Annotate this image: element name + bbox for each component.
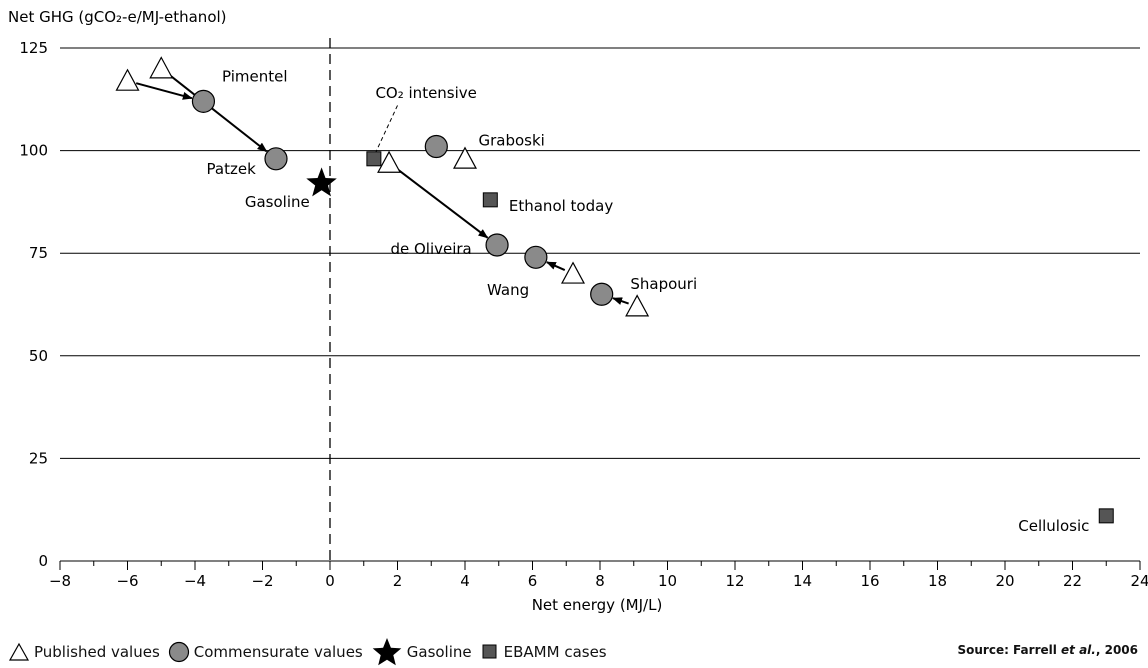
- x-tick-label: 22: [1063, 572, 1082, 590]
- point-annotation: Ethanol today: [509, 197, 613, 215]
- ebamm-case-point: [482, 192, 498, 208]
- commensurate-value-point: [590, 282, 614, 306]
- y-tick-label: 125: [19, 39, 48, 57]
- triangle-icon: [8, 642, 30, 661]
- legend-label: Published values: [34, 643, 160, 661]
- point-annotation: Shapouri: [630, 275, 697, 293]
- x-axis-label: Net energy (MJ/L): [532, 596, 663, 614]
- x-tick-label: 10: [658, 572, 677, 590]
- x-tick-label: 4: [460, 572, 470, 590]
- y-tick-label: 50: [29, 347, 48, 365]
- trend-arrow: [545, 261, 566, 271]
- source-prefix: Source: Farrell: [957, 643, 1062, 657]
- legend-item-published: Published values: [8, 642, 160, 662]
- point-annotation: Gasoline: [245, 193, 310, 211]
- commensurate-value-point: [524, 245, 548, 269]
- x-tick-label: 14: [793, 572, 812, 590]
- point-annotation: Pimentel: [222, 68, 288, 86]
- x-tick-label: 0: [325, 572, 335, 590]
- commensurate-value-point: [264, 147, 288, 171]
- published-value-point: [452, 146, 478, 169]
- x-tick-label: −2: [251, 572, 273, 590]
- gridlines: [60, 38, 1140, 562]
- chart: Net GHG (gCO₂-e/MJ-ethanol) Net energy (…: [8, 8, 1148, 614]
- legend-label: Commensurate values: [193, 643, 363, 661]
- legend-label: EBAMM cases: [503, 643, 607, 661]
- published-value-point: [377, 150, 402, 173]
- star-icon: [372, 638, 402, 666]
- y-axis-label: Net GHG (gCO₂-e/MJ-ethanol): [8, 8, 227, 26]
- x-tick-label: −6: [116, 572, 138, 590]
- point-annotation: Cellulosic: [1018, 517, 1089, 535]
- legend: Published values Commensurate values Gas…: [8, 638, 615, 666]
- arrows: [135, 73, 629, 305]
- point-annotation: Graboski: [479, 131, 545, 149]
- x-tick-label: −4: [184, 572, 206, 590]
- trend-arrow: [612, 297, 629, 305]
- annotations: Pimentel Patzek Gasoline Graboski Ethanol to…: [207, 68, 1090, 535]
- data-points: [115, 56, 1114, 524]
- legend-item-gasoline: Gasoline: [371, 638, 472, 666]
- trend-arrow: [167, 73, 268, 153]
- legend-label: Gasoline: [406, 643, 472, 661]
- point-annotation: Wang: [487, 281, 529, 299]
- legend-item-commensurate: Commensurate values: [168, 641, 363, 663]
- published-value-point: [149, 56, 174, 79]
- source-note: Source: Farrell et al., 2006: [957, 643, 1138, 657]
- x-tick-label: 12: [725, 572, 744, 590]
- gasoline-point: [306, 167, 337, 197]
- y-tick-label: 0: [38, 552, 48, 570]
- square-icon: [482, 644, 497, 659]
- trend-arrow: [135, 82, 193, 100]
- x-tick-label: 6: [528, 572, 538, 590]
- x-tick-label: 24: [1130, 572, 1148, 590]
- y-tick-label: 25: [29, 449, 48, 467]
- published-value-point: [625, 294, 650, 317]
- y-tick-label: 100: [19, 142, 48, 160]
- commensurate-value-point: [424, 134, 448, 159]
- source-italic: et al.: [1061, 643, 1096, 657]
- trend-arrow: [395, 167, 489, 239]
- x-tick-label: 16: [860, 572, 879, 590]
- ebamm-case-point: [366, 151, 382, 167]
- legend-item-ebamm: EBAMM cases: [480, 643, 607, 661]
- source-suffix: , 2006: [1095, 643, 1138, 657]
- commensurate-value-point: [485, 233, 509, 257]
- x-tick-label: 18: [928, 572, 947, 590]
- circle-icon: [168, 641, 189, 663]
- x-tick-label: 20: [995, 572, 1014, 590]
- co2-leader-line: [375, 105, 398, 153]
- published-value-point: [560, 261, 586, 284]
- x-tick-label: −8: [49, 572, 71, 590]
- point-annotation: Patzek: [207, 160, 257, 178]
- point-annotation: de Oliveira: [390, 240, 471, 258]
- ebamm-case-point: [1098, 508, 1114, 524]
- y-tick-label: 75: [29, 244, 48, 262]
- co2-intensive-label: CO₂ intensive: [375, 84, 476, 102]
- x-tick-label: 8: [595, 572, 605, 590]
- published-value-point: [115, 68, 140, 91]
- commensurate-value-point: [191, 89, 216, 113]
- x-tick-label: 2: [393, 572, 403, 590]
